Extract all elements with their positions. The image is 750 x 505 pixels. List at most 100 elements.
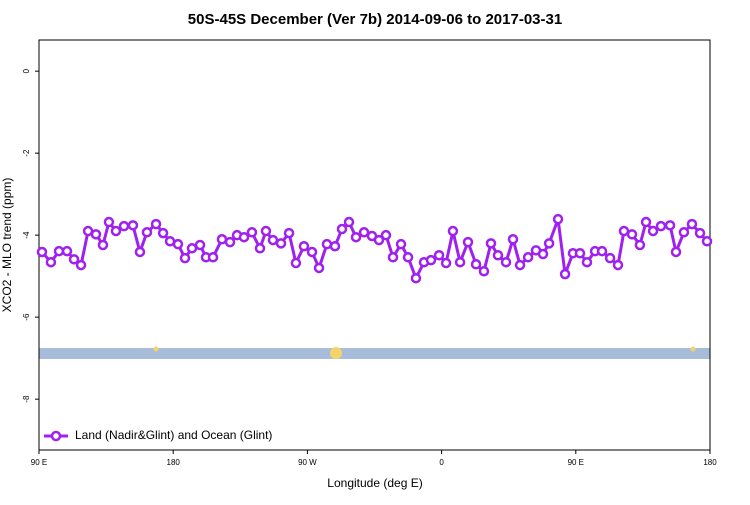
x-axis-label: Longitude (deg E) — [327, 476, 422, 490]
data-point — [478, 265, 490, 277]
data-point — [110, 225, 122, 237]
data-point — [626, 229, 638, 240]
data-point — [514, 259, 526, 271]
data-point — [179, 252, 191, 264]
y-axis-label: XCO2 - MLO trend (ppm) — [0, 178, 14, 313]
data-point — [267, 234, 279, 246]
legend-marker — [50, 430, 62, 442]
data-point — [373, 234, 385, 246]
data-point — [298, 240, 310, 252]
data-point — [640, 216, 652, 228]
x-tick-label: 90 E — [568, 458, 584, 467]
data-point — [260, 225, 272, 237]
y-tick-label: -8 — [22, 395, 31, 403]
data-point — [290, 257, 302, 269]
data-point — [254, 243, 266, 254]
data-point — [470, 259, 482, 270]
data-point — [321, 238, 333, 250]
data-point — [678, 227, 690, 238]
data-point — [694, 227, 706, 239]
data-point — [172, 238, 184, 250]
data-point — [45, 256, 57, 268]
data-point — [61, 245, 73, 257]
data-point — [612, 259, 624, 271]
data-point — [224, 236, 236, 248]
data-point — [522, 252, 534, 263]
y-tick-label: -6 — [22, 313, 31, 321]
y-tick-label: 0 — [22, 68, 31, 73]
data-point — [246, 227, 258, 238]
data-point — [447, 225, 459, 237]
land-patch — [153, 346, 159, 352]
data-point — [634, 239, 646, 251]
data-point — [141, 227, 153, 238]
x-tick-label: 90 E — [31, 458, 47, 467]
data-point — [425, 254, 437, 266]
y-tick-label: -4 — [22, 231, 31, 239]
data-point — [343, 216, 355, 228]
data-point — [537, 248, 549, 260]
data-point — [306, 246, 318, 258]
x-tick-label: 180 — [703, 458, 717, 467]
x-tick-label: 180 — [167, 458, 181, 467]
data-point — [701, 236, 713, 247]
land-patch — [690, 346, 696, 352]
data-point — [559, 268, 571, 280]
data-point — [543, 238, 555, 249]
data-point — [68, 254, 80, 265]
data-point — [90, 229, 102, 240]
data-point — [275, 238, 287, 249]
data-point — [500, 256, 512, 268]
x-tick-label: 0 — [439, 458, 444, 467]
data-point — [358, 227, 370, 238]
data-point — [283, 227, 295, 239]
data-point — [150, 218, 162, 230]
data-point — [194, 239, 206, 251]
data-point — [670, 246, 682, 258]
data-point — [134, 246, 146, 258]
data-point — [410, 272, 422, 284]
data-point — [238, 231, 250, 243]
data-point — [618, 225, 630, 237]
data-point — [402, 252, 414, 263]
data-point — [395, 238, 407, 250]
data-point — [350, 231, 362, 243]
data-point — [596, 245, 608, 257]
data-point — [216, 234, 228, 245]
y-tick-label: -2 — [22, 149, 31, 157]
land-patch — [330, 347, 342, 359]
data-point — [604, 252, 616, 264]
data-point — [433, 250, 445, 261]
data-point — [574, 247, 586, 259]
data-point — [655, 220, 667, 232]
data-point — [207, 252, 219, 263]
x-tick-label: 90 W — [298, 458, 317, 467]
chart-title: 50S-45S December (Ver 7b) 2014-09-06 to … — [188, 11, 562, 28]
data-point — [664, 220, 676, 231]
data-point — [485, 238, 497, 249]
data-point — [492, 250, 504, 261]
legend-label: Land (Nadir&Glint) and Ocean (Glint) — [75, 428, 272, 442]
data-point — [387, 252, 399, 263]
data-point — [686, 218, 698, 230]
data-point — [336, 223, 348, 235]
data-point — [454, 256, 466, 268]
data-point — [552, 213, 564, 225]
data-point — [157, 227, 169, 239]
data-point — [103, 216, 115, 228]
data-point — [329, 240, 341, 252]
data-point — [36, 246, 48, 258]
data-point — [118, 220, 130, 232]
surface-strip — [39, 348, 710, 359]
data-point — [53, 245, 65, 257]
data-point — [313, 262, 325, 274]
data-point — [75, 259, 87, 271]
data-point — [127, 220, 139, 231]
data-point — [507, 234, 519, 245]
data-point — [647, 225, 659, 237]
data-point — [581, 256, 593, 268]
data-point — [186, 243, 198, 254]
data-point — [440, 257, 452, 269]
data-point — [462, 236, 474, 248]
